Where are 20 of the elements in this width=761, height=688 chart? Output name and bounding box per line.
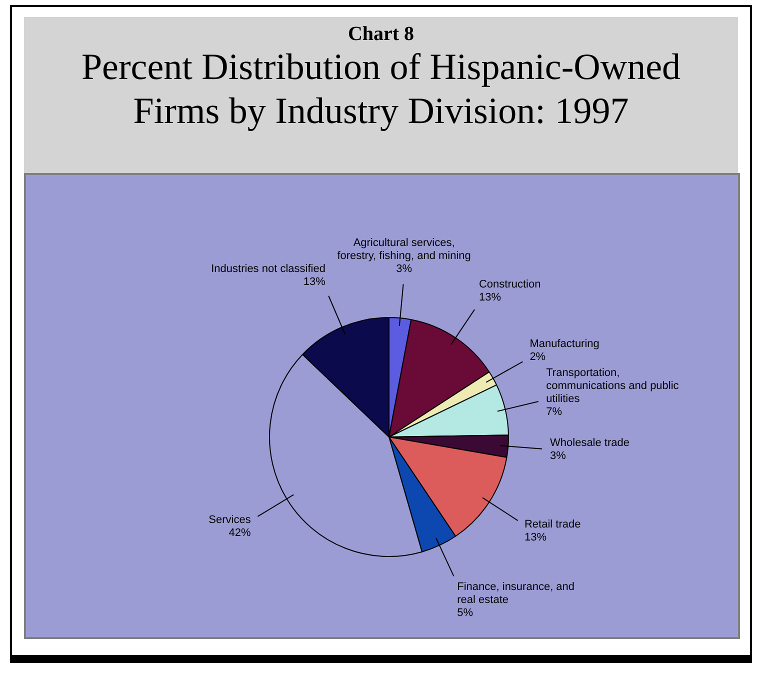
slice-label: Services — [208, 514, 252, 526]
slice-label: Wholesale trade — [550, 437, 630, 450]
data-label: 13% — [524, 531, 547, 544]
slice-label: Industries not classified — [211, 263, 326, 276]
data-label: 42% — [228, 526, 252, 539]
data-label: 3% — [396, 262, 412, 275]
data-label: 2% — [530, 350, 546, 363]
data-label: 3% — [550, 450, 566, 462]
caption: Chart 8 — [346, 23, 416, 46]
data-label: 7% — [546, 406, 562, 418]
slice-label: Manufacturing — [530, 338, 600, 350]
slice-label: Agricultural services, forestry, fishing, and mining — [337, 236, 471, 262]
slice-label: Transportation, communications and public utilities — [546, 367, 680, 406]
slice-label: Retail trade — [524, 518, 581, 530]
data-label: 13% — [303, 276, 326, 288]
chart-title: Percent Distribution of Hispanic-Owned Firms by Industry Division: 1997 — [80, 46, 682, 134]
data-label: 13% — [478, 292, 502, 304]
slice-label: Finance, insurance, and real estate — [457, 581, 575, 606]
data-label: 5% — [457, 607, 474, 620]
slice-label: Construction — [478, 278, 541, 291]
